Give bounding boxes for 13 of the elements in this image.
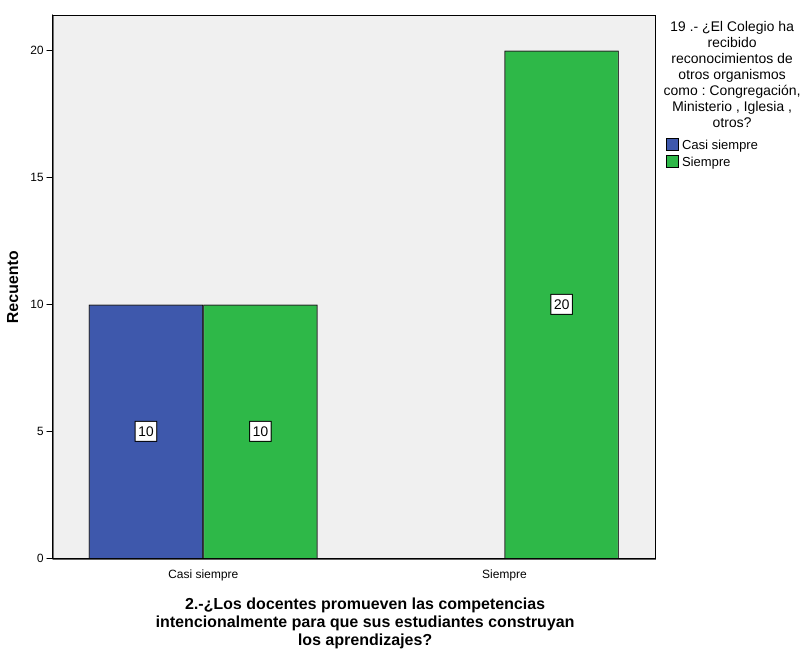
x-axis-title: 2.-¿Los docentes promueven las competencias intencionalmente para que sus estudiantes construyan los aprendizajes? xyxy=(154,596,576,650)
data-label: 10 xyxy=(138,423,154,440)
legend-label: Siempre xyxy=(682,153,730,170)
y-tick-label: 0 xyxy=(36,550,44,565)
y-axis-title: Recuento xyxy=(5,250,22,324)
data-label: 10 xyxy=(252,423,268,440)
legend-label: Casi siempre xyxy=(682,136,758,153)
y-tick-label: 15 xyxy=(30,170,44,184)
y-tick-label: 20 xyxy=(30,42,44,57)
data-label: 20 xyxy=(554,296,570,312)
y-tick-label: 10 xyxy=(30,296,44,311)
legend-title: 19 .- ¿El Colegio ha recibido reconocimientos de otros organismos como : Congregación, Ministerio , Iglesia , otros? xyxy=(662,18,802,130)
y-tick-label: 5 xyxy=(36,424,44,438)
